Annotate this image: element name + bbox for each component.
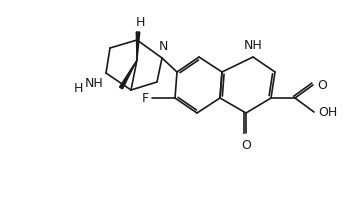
Text: O: O xyxy=(241,139,251,152)
Text: N: N xyxy=(158,40,168,53)
Polygon shape xyxy=(120,60,137,89)
Text: H: H xyxy=(135,16,145,29)
Text: OH: OH xyxy=(318,106,337,119)
Text: NH: NH xyxy=(84,77,103,90)
Text: F: F xyxy=(142,91,149,104)
Text: O: O xyxy=(317,78,327,91)
Text: H: H xyxy=(74,82,83,95)
Text: NH: NH xyxy=(244,39,262,52)
Polygon shape xyxy=(136,32,140,60)
